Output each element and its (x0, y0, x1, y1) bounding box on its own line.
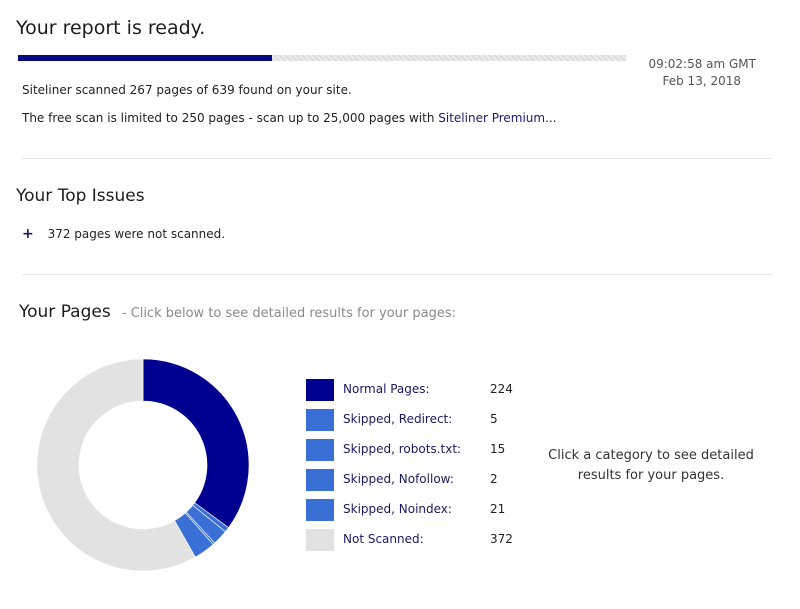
legend-label[interactable]: Skipped, robots.txt: (343, 442, 462, 456)
pages-donut-chart[interactable] (36, 358, 250, 572)
legend-swatch[interactable] (306, 469, 334, 491)
legend-swatch[interactable] (306, 499, 334, 521)
divider (22, 158, 772, 159)
issue-text: 372 pages were not scanned. (47, 227, 226, 241)
scan-progress-bar (18, 55, 626, 61)
scan-progress-fill (18, 55, 272, 61)
legend-swatch[interactable] (306, 529, 334, 551)
report-date: Feb 13, 2018 (662, 74, 742, 88)
expand-icon[interactable]: + (22, 226, 34, 242)
legend-value: 2 (490, 472, 498, 486)
your-pages-title: Your Pages (19, 302, 111, 322)
donut-slice-5[interactable] (36, 358, 196, 572)
legend-value: 5 (490, 412, 498, 426)
legend-swatch[interactable] (306, 409, 334, 431)
legend-label[interactable]: Skipped, Nofollow: (343, 472, 454, 486)
scan-limit-text: The free scan is limited to 250 pages - … (22, 111, 439, 125)
scan-limit-note: The free scan is limited to 250 pages - … (22, 111, 557, 125)
page-title: Your report is ready. (16, 17, 206, 39)
your-pages-subtitle: - Click below to see detailed results fo… (121, 306, 457, 321)
legend-swatch[interactable] (306, 439, 334, 461)
legend-value: 372 (490, 532, 513, 546)
report-time: 09:02:58 am GMT (648, 57, 756, 71)
your-pages-heading: Your Pages - Click below to see detailed… (19, 302, 456, 322)
legend-label[interactable]: Not Scanned: (343, 532, 424, 546)
legend-row[interactable]: Normal Pages: 224 (306, 379, 536, 401)
top-issues-title: Your Top Issues (16, 186, 145, 206)
premium-link[interactable]: Siteliner Premium... (438, 111, 557, 125)
legend-swatch[interactable] (306, 379, 334, 401)
legend-label[interactable]: Skipped, Noindex: (343, 502, 452, 516)
issue-item[interactable]: + 372 pages were not scanned. (22, 226, 225, 242)
divider (22, 274, 772, 275)
legend-row[interactable]: Skipped, Noindex: 21 (306, 499, 536, 521)
chart-hint: Click a category to see detailed results… (548, 448, 754, 483)
legend-row[interactable]: Skipped, Nofollow: 2 (306, 469, 536, 491)
legend-value: 21 (490, 502, 506, 516)
legend-value: 224 (490, 382, 513, 396)
donut-slice-0[interactable] (142, 358, 250, 529)
scan-summary: Siteliner scanned 267 pages of 639 found… (22, 83, 352, 97)
legend-row[interactable]: Skipped, Redirect: 5 (306, 409, 536, 431)
legend-label[interactable]: Skipped, Redirect: (343, 412, 453, 426)
legend-row[interactable]: Skipped, robots.txt: 15 (306, 439, 536, 461)
legend-row[interactable]: Not Scanned: 372 (306, 529, 536, 551)
legend-label[interactable]: Normal Pages: (343, 382, 430, 396)
legend-value: 15 (490, 442, 506, 456)
